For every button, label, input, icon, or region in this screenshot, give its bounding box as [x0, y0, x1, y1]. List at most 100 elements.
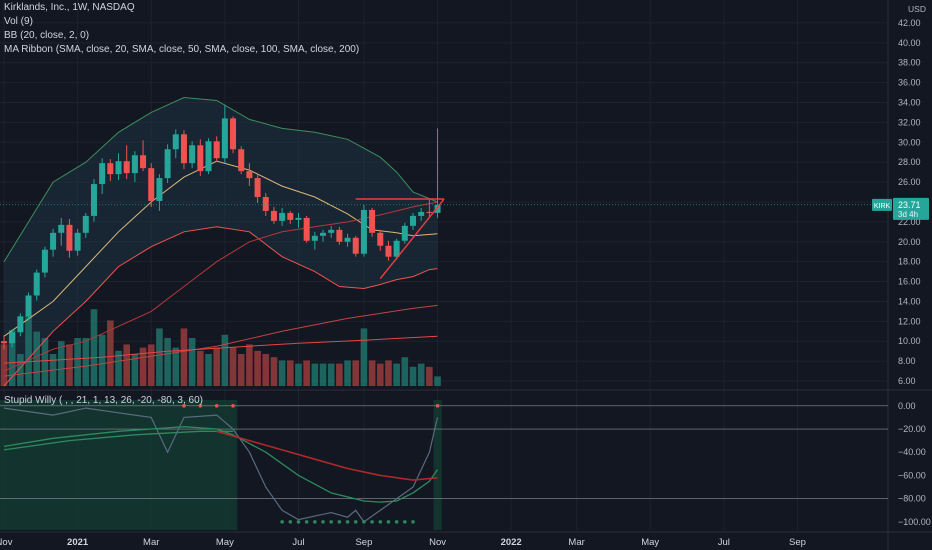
osc-dot-bottom — [403, 520, 407, 524]
volume-bar — [229, 347, 237, 386]
osc-dot-bottom — [362, 520, 366, 524]
candle-body — [99, 163, 106, 185]
volume-bar — [385, 360, 392, 386]
candle-body — [246, 171, 253, 179]
osc-dot-bottom — [280, 520, 284, 524]
price-tick-label: 28.00 — [898, 157, 921, 167]
volume-bar — [417, 363, 425, 386]
osc-tick-label: −40.00 — [898, 447, 926, 457]
time-tick-label: May — [216, 537, 234, 548]
osc-dot-bottom — [378, 520, 383, 524]
candle-body — [213, 141, 220, 159]
price-tick-label: 32.00 — [898, 117, 921, 127]
volume-bar — [90, 309, 98, 386]
osc-dot-top — [198, 404, 203, 408]
candle-body — [131, 155, 138, 174]
osc-dot-bottom — [329, 520, 334, 524]
candle-body — [238, 149, 245, 172]
osc-dot-bottom — [370, 520, 374, 524]
osc-dot-top — [214, 404, 219, 408]
candle-body — [156, 178, 163, 201]
volume-bar — [336, 363, 343, 386]
candle-body — [377, 232, 384, 246]
price-tick-label: 6.00 — [898, 376, 916, 386]
legend-bb[interactable]: BB (20, close, 2, 0) — [4, 30, 90, 41]
time-tick-label: 2021 — [67, 537, 89, 548]
osc-dot-top — [231, 404, 235, 408]
volume-bar — [295, 363, 302, 386]
volume-bar — [74, 338, 81, 386]
price-tick-label: 40.00 — [898, 38, 921, 48]
candle-body — [352, 237, 359, 254]
volume-bar — [98, 334, 106, 386]
osc-dot-bottom — [386, 520, 391, 524]
candle-body — [123, 161, 130, 174]
osc-zone — [433, 400, 442, 530]
candle-body — [328, 229, 335, 233]
candle-body — [320, 232, 327, 236]
time-tick-label: Jul — [292, 537, 304, 548]
price-axis[interactable]: 42.00 40.00 38.00 36.00 34.00 32.00 30.00 28.00… — [898, 18, 921, 386]
candle-body — [360, 209, 367, 254]
candle-body — [303, 217, 310, 241]
volume-bar — [107, 320, 114, 386]
candle-body — [369, 209, 376, 233]
candle-body — [148, 168, 155, 201]
volume-bar — [66, 344, 73, 386]
volume-bars — [0, 309, 441, 386]
candle-body — [197, 145, 204, 172]
osc_slow-line — [216, 430, 438, 481]
sma200-line — [3, 335, 438, 364]
oscillator-axis[interactable]: 0.00 −20.00 −40.00 −60.00 −80.00 −100.00 — [898, 401, 931, 527]
candle-body — [164, 149, 171, 179]
time-axis[interactable]: Nov 2021 Mar May Jul Sep Nov 2022 Mar May Jul Sep — [0, 537, 806, 548]
osc_mid-line — [3, 426, 439, 503]
candle-body — [434, 204, 441, 213]
volume-bar — [164, 338, 171, 386]
time-tick-label: Jul — [718, 537, 730, 548]
legend-title[interactable]: Kirklands, Inc., 1W, NASDAQ — [4, 2, 135, 13]
currency-label: USD — [908, 4, 926, 14]
osc-dot-bottom — [345, 520, 350, 524]
candle-body — [9, 332, 16, 344]
volume-bar — [156, 328, 163, 386]
candle-body — [189, 145, 196, 164]
time-tick-label: Sep — [355, 537, 372, 548]
osc-dot-bottom — [411, 520, 415, 524]
time-tick-label: Mar — [568, 537, 584, 548]
volume-bar — [115, 350, 122, 386]
osc-zone — [0, 400, 238, 530]
volume-bar — [33, 331, 41, 386]
candle-body — [90, 184, 97, 216]
candle-body — [115, 161, 122, 175]
candle-body — [401, 225, 408, 241]
candle-body — [254, 178, 261, 197]
time-tick-label: Nov — [429, 537, 446, 548]
price-tick-label: 12.00 — [898, 316, 921, 326]
trend_bottom-line — [379, 198, 445, 280]
volume-bar — [393, 363, 400, 386]
triangle-trendlines[interactable] — [355, 198, 445, 280]
candle-body — [230, 118, 237, 150]
legend-ribbon[interactable]: MA Ribbon (SMA, close, 20, SMA, close, 5… — [4, 44, 360, 55]
candlestick-series[interactable] — [1, 104, 441, 350]
candle-body — [279, 212, 286, 221]
candle-body — [66, 224, 73, 251]
volume-bar — [188, 338, 196, 386]
volume-bar — [270, 357, 278, 386]
volume-bar — [205, 354, 212, 386]
volume-bar — [327, 363, 335, 386]
candle-body — [25, 295, 32, 317]
legend-vol[interactable]: Vol (9) — [4, 16, 33, 27]
volume-bar — [57, 341, 65, 386]
candle-body — [336, 229, 343, 242]
sma100-line — [3, 304, 438, 377]
oscillator-dots — [182, 404, 440, 524]
countdown-label: 3d 4h — [898, 210, 918, 219]
candle-body — [262, 197, 269, 211]
volume-bar — [426, 366, 433, 386]
legend-oscillator[interactable]: Stupid Willy ( , , 21, 1, 13, 26, -20, -… — [4, 395, 203, 406]
time-tick-label: Sep — [789, 537, 806, 548]
